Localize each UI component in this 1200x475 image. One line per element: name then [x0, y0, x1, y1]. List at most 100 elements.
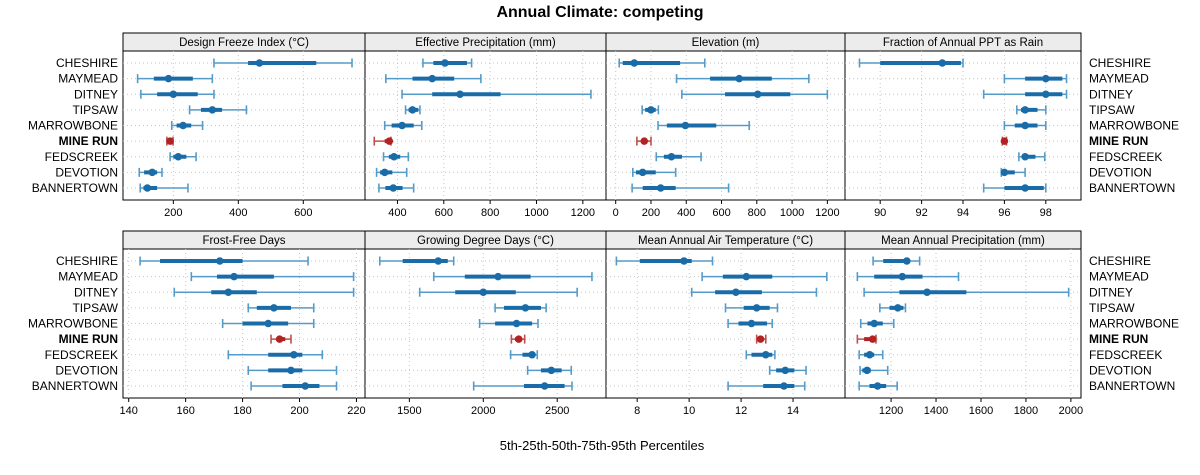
x-axis-tick-label: 96 [998, 207, 1010, 219]
x-axis-tick-label: 2000 [1059, 405, 1083, 417]
x-axis-tick-label: 1200 [879, 405, 903, 417]
interval-ditney [418, 287, 578, 297]
median-dot [630, 59, 639, 67]
interval-marrowbone [478, 319, 539, 328]
interval-devotion [247, 365, 338, 375]
median-dot [389, 184, 398, 192]
median-dot [752, 304, 761, 312]
interval-bannertown [727, 381, 806, 391]
panel-frost-free-days: Frost-Free Days 140 160 180 200 220 [120, 230, 366, 417]
median-dot [640, 137, 649, 145]
median-dot [680, 257, 688, 265]
median-dot [380, 168, 389, 177]
strip-label: Effective Precipitation (mm) [415, 37, 556, 49]
x-axis-tick-label: 400 [677, 207, 695, 219]
interval-mine-run [856, 334, 877, 344]
median-dot [528, 350, 536, 359]
panel-box [605, 248, 846, 399]
x-axis-tick-label: 400 [388, 207, 406, 219]
median-dot [647, 106, 655, 114]
interval-ditney [681, 89, 829, 99]
interval-cheshire [618, 58, 706, 68]
median-dot [863, 366, 871, 375]
median-dot [148, 168, 157, 177]
panel-mean-annual-air-temperature-c: Mean Annual Air Temperature (°C) 8 10 12 14 [605, 230, 846, 417]
interval-ditney [173, 287, 355, 297]
site-label-right-tipsaw: TIPSAW [1089, 301, 1135, 315]
interval-mine-run [373, 136, 394, 146]
interval-bannertown [982, 183, 1047, 193]
interval-cheshire [872, 256, 921, 266]
site-label-right-cheshire: CHESHIRE [1089, 254, 1151, 268]
interval-bannertown [631, 183, 730, 193]
median-dot [1021, 121, 1029, 130]
median-dot [747, 319, 756, 328]
x-axis-tick-label: 1500 [397, 405, 421, 417]
x-axis-tick-label: 800 [481, 207, 499, 219]
site-label-right-bannertown: BANNERTOWN [1089, 379, 1175, 393]
panel-growing-degree-days-c: Growing Degree Days (°C) 1500 2000 2500 [364, 230, 607, 417]
median-dot [1042, 90, 1050, 99]
interval-devotion [632, 167, 677, 177]
x-axis-tick-label: 14 [787, 405, 799, 417]
interval-tipsaw [247, 303, 315, 313]
interval-bannertown [858, 381, 898, 391]
site-label-right-maymead: MAYMEAD [1089, 72, 1149, 86]
site-label-left-mine-run: MINE RUN [59, 134, 118, 148]
interval-fedscreek [382, 152, 410, 162]
interval-ditney [140, 89, 215, 99]
interval-marrowbone [859, 319, 895, 328]
x-axis-tick-label: 400 [229, 207, 247, 219]
x-axis-tick-label: 92 [915, 207, 927, 219]
site-label-left-tipsaw: TIPSAW [72, 103, 118, 117]
median-dot [894, 304, 902, 312]
panel-design-freeze-index-c: Design Freeze Index (°C) 200 400 600 [122, 32, 366, 219]
interval-fedscreek [509, 350, 539, 360]
interval-maymead [190, 272, 355, 282]
site-label-left-devotion: DEVOTION [55, 165, 118, 179]
median-dot [868, 335, 877, 343]
x-axis-tick-label: 180 [233, 405, 251, 417]
interval-ditney [401, 89, 592, 99]
interval-mine-run [166, 136, 174, 146]
interval-marrowbone [1003, 121, 1047, 130]
interval-mine-run [270, 334, 292, 344]
interval-marrowbone [657, 121, 751, 130]
median-dot [270, 304, 278, 312]
interval-cheshire [858, 58, 964, 68]
interval-fedscreek [858, 350, 884, 360]
strip-label: Mean Annual Precipitation (mm) [881, 235, 1045, 247]
site-label-left-maymead: MAYMEAD [58, 72, 118, 86]
interval-maymead [136, 74, 214, 84]
interval-fedscreek [169, 152, 197, 162]
median-dot [638, 168, 647, 177]
median-dot [1021, 152, 1029, 161]
interval-tipsaw [1016, 105, 1047, 115]
median-dot [385, 137, 394, 145]
median-dot [1000, 168, 1009, 177]
x-axis-tick-label: 94 [957, 207, 969, 219]
interval-tipsaw [404, 105, 421, 115]
x-axis-tick-label: 600 [294, 207, 312, 219]
interval-fedscreek [1018, 152, 1046, 162]
interval-maymead [1003, 74, 1068, 84]
x-axis-tick-label: 0 [613, 207, 619, 219]
median-dot [540, 382, 549, 390]
site-label-right-tipsaw: TIPSAW [1089, 103, 1135, 117]
median-dot [780, 382, 788, 390]
percentiles-caption: 5th-25th-50th-75th-95th Percentiles [499, 438, 705, 453]
median-dot [398, 121, 406, 130]
site-label-right-cheshire: CHESHIRE [1089, 56, 1151, 70]
site-label-left-marrowbone: MARROWBONE [28, 119, 118, 133]
median-dot [1021, 184, 1029, 192]
median-dot [390, 152, 398, 161]
x-axis-tick-label: 2000 [471, 405, 495, 417]
interval-cheshire [139, 256, 309, 266]
interval-fedscreek [227, 350, 324, 360]
median-dot [143, 184, 152, 192]
x-axis-tick-label: 600 [712, 207, 730, 219]
interval-devotion [375, 167, 408, 177]
interval-ditney [690, 287, 818, 297]
median-dot [753, 90, 762, 99]
